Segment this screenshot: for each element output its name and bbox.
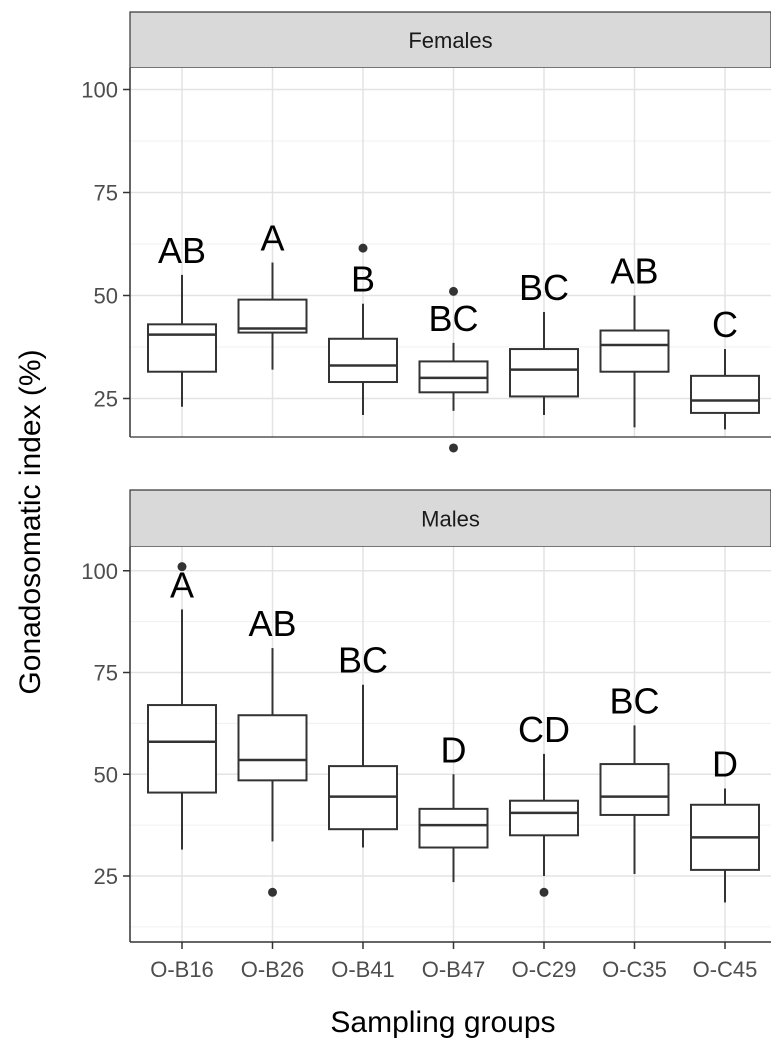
x-axis-title: Sampling groups <box>330 1006 555 1039</box>
box-O-B16: AB <box>147 230 217 407</box>
box-iqr <box>690 374 760 414</box>
outlier-point <box>449 286 458 296</box>
box-O-C35: BC <box>599 680 670 874</box>
y-tick-label: 75 <box>94 181 118 206</box>
x-tick-label: O-C45 <box>693 957 758 982</box>
box-O-B26: A <box>237 218 308 370</box>
significance-letters: CD <box>518 709 570 750</box>
box-O-C45: C <box>690 304 760 430</box>
box-iqr <box>599 763 670 816</box>
y-tick-label: 50 <box>94 284 118 309</box>
box-O-B26: AB <box>237 603 308 897</box>
significance-letters: A <box>260 218 284 259</box>
y-tick-label: 50 <box>94 762 118 787</box>
y-tick-label: 100 <box>81 78 118 103</box>
significance-letters: A <box>170 564 194 605</box>
box-O-B41: B <box>328 243 398 415</box>
x-tick-label: O-C35 <box>602 957 667 982</box>
significance-letters: AB <box>158 230 206 271</box>
strip-label-males: Males <box>421 507 480 532</box>
box-O-B41: BC <box>328 640 398 848</box>
outlier-point <box>449 443 458 453</box>
box-iqr <box>237 298 308 334</box>
significance-letters: BC <box>609 680 659 721</box>
significance-letters: D <box>712 743 738 784</box>
box-O-C29: BC <box>509 267 579 415</box>
outlier-point <box>358 243 368 253</box>
outlier-point <box>539 887 549 897</box>
significance-letters: C <box>712 304 738 345</box>
significance-letters: B <box>351 259 375 300</box>
x-tick-label: O-B47 <box>422 957 486 982</box>
y-tick-label: 75 <box>94 661 118 686</box>
box-O-B47: D <box>418 729 489 883</box>
significance-letters: AB <box>248 603 296 644</box>
outlier-point <box>268 887 277 897</box>
x-tick-label: O-C29 <box>512 957 577 982</box>
box-iqr <box>418 807 489 849</box>
y-tick-label: 25 <box>94 864 118 889</box>
box-O-C29: CD <box>509 709 579 897</box>
x-tick-label: O-B26 <box>241 957 305 982</box>
strip-label-females: Females <box>408 28 492 53</box>
significance-letters: BC <box>338 640 388 681</box>
box-O-C35: AB <box>599 251 670 428</box>
strip-females <box>129 11 771 69</box>
x-tick-label: O-B16 <box>150 957 214 982</box>
box-iqr <box>509 348 579 398</box>
box-iqr <box>237 714 308 782</box>
panel-males: Males 25 50 75 100 A AB BC D CD BC D <box>81 489 771 943</box>
box-O-B47: BC <box>418 286 489 453</box>
y-axis-title: Gonadosomatic index (%) <box>14 349 47 694</box>
box-O-B16: A <box>147 562 217 850</box>
box-iqr <box>147 323 217 373</box>
y-tick-label: 100 <box>81 559 118 584</box>
x-tick-label: O-B41 <box>331 957 395 982</box>
y-tick-label: 25 <box>94 387 118 412</box>
box-iqr <box>147 704 217 794</box>
box-iqr <box>599 329 670 373</box>
significance-letters: AB <box>610 251 658 292</box>
outlier-point <box>177 562 187 572</box>
x-axis: O-B16 O-B26 O-B41 O-B47 O-C29 O-C35 O-C45 <box>150 942 757 982</box>
box-iqr <box>509 799 579 837</box>
significance-letters: D <box>441 729 467 770</box>
significance-letters: BC <box>519 267 569 308</box>
significance-letters: BC <box>428 298 478 339</box>
box-O-C45: D <box>690 743 760 903</box>
box-iqr <box>328 337 398 384</box>
strip-males <box>129 489 771 548</box>
